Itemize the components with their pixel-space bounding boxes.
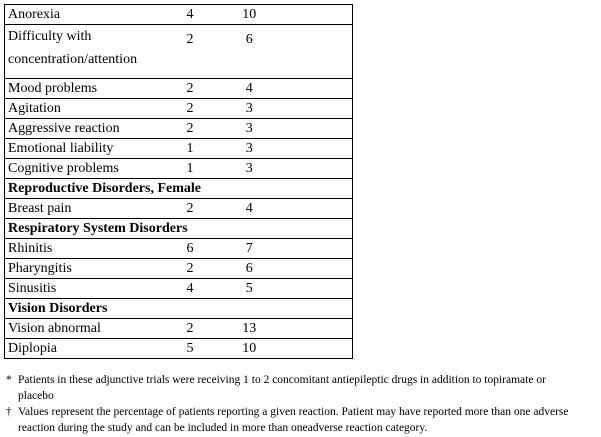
value-cell: 1 xyxy=(159,138,221,159)
table-row: Vision abnormal 2 13 xyxy=(4,318,353,339)
table-row: Breast pain 2 4 xyxy=(4,198,353,219)
reaction-name-cell: Mood problems xyxy=(4,78,160,99)
value-cell: 3 xyxy=(220,98,279,119)
value-cell: 2 xyxy=(159,98,221,119)
reaction-name-line: Difficulty with xyxy=(8,29,92,44)
value-cell: 1 xyxy=(159,158,221,179)
adverse-reactions-table: Anorexia 4 10 Difficulty with concentrat… xyxy=(4,4,353,359)
value-cell: 2 xyxy=(159,198,221,219)
section-header-cell: Reproductive Disorders, Female xyxy=(4,178,353,199)
reaction-name-cell: Emotional liability xyxy=(4,138,160,159)
value-cell: 3 xyxy=(220,138,279,159)
reaction-name-cell: Agitation xyxy=(4,98,160,119)
asterisk-footnote-marker: * xyxy=(6,374,12,386)
dagger-footnote-marker: † xyxy=(6,406,12,418)
reaction-name-cell: Anorexia xyxy=(4,4,160,25)
value-cell: 7 xyxy=(220,238,279,259)
empty-cell xyxy=(278,158,353,179)
table-row: Anorexia 4 10 xyxy=(4,4,353,25)
section-header-cell: Respiratory System Disorders xyxy=(4,218,353,239)
footnote-text: Values represent the percentage of patie… xyxy=(18,404,601,436)
value-cell: 6 xyxy=(159,238,221,259)
footnote-line: Patients in these adjunctive trials were… xyxy=(18,374,546,386)
value-cell: 3 xyxy=(220,158,279,179)
table-row: Cognitive problems 1 3 xyxy=(4,158,353,179)
footnotes: * Patients in these adjunctive trials we… xyxy=(6,372,601,436)
value-cell: 5 xyxy=(159,338,221,359)
footnote-line: placebo xyxy=(18,390,54,402)
reaction-name-cell: Difficulty with concentration/attention xyxy=(4,24,160,79)
reaction-name-cell: Pharyngitis xyxy=(4,258,160,279)
empty-cell xyxy=(278,338,353,359)
value-cell: 2 xyxy=(159,118,221,139)
footnote-dagger: † Values represent the percentage of pat… xyxy=(6,404,601,436)
table-row: Agitation 2 3 xyxy=(4,98,353,119)
empty-cell xyxy=(278,4,353,25)
table-row: Sinusitis 4 5 xyxy=(4,278,353,299)
value-cell: 10 xyxy=(220,338,279,359)
value-cell: 2 xyxy=(159,78,221,99)
reaction-name-cell: Cognitive problems xyxy=(4,158,160,179)
reaction-name-line: concentration/attention xyxy=(8,52,138,67)
table-row: Aggressive reaction 2 3 xyxy=(4,118,353,139)
value-cell: 6 xyxy=(220,258,279,279)
table-row: Difficulty with concentration/attention … xyxy=(4,24,353,79)
value-cell: 13 xyxy=(220,318,279,339)
table-row: Rhinitis 6 7 xyxy=(4,238,353,259)
section-header-row: Respiratory System Disorders xyxy=(4,218,353,239)
value-cell: 10 xyxy=(220,4,279,25)
reaction-name-cell: Breast pain xyxy=(4,198,160,219)
footnote-asterisk: * Patients in these adjunctive trials we… xyxy=(6,372,601,404)
reaction-name-cell: Vision abnormal xyxy=(4,318,160,339)
empty-cell xyxy=(278,238,353,259)
reaction-name-cell: Aggressive reaction xyxy=(4,118,160,139)
value-cell: 4 xyxy=(220,78,279,99)
empty-cell xyxy=(278,318,353,339)
empty-cell xyxy=(278,78,353,99)
footnote-line: reaction during the study and can be inc… xyxy=(18,422,428,434)
value-cell: 6 xyxy=(220,24,279,79)
empty-cell xyxy=(278,258,353,279)
empty-cell xyxy=(278,118,353,139)
table-row: Emotional liability 1 3 xyxy=(4,138,353,159)
value-cell: 2 xyxy=(159,24,221,79)
empty-cell xyxy=(278,278,353,299)
footnote-line: Values represent the percentage of patie… xyxy=(18,406,569,418)
section-header-row: Vision Disorders xyxy=(4,298,353,319)
table-row: Pharyngitis 2 6 xyxy=(4,258,353,279)
footnote-text: Patients in these adjunctive trials were… xyxy=(18,372,601,404)
value-cell: 4 xyxy=(159,278,221,299)
table-row: Mood problems 2 4 xyxy=(4,78,353,99)
value-cell: 2 xyxy=(159,258,221,279)
empty-cell xyxy=(278,198,353,219)
section-header-cell: Vision Disorders xyxy=(4,298,353,319)
value-cell: 2 xyxy=(159,318,221,339)
value-cell: 4 xyxy=(220,198,279,219)
value-cell: 3 xyxy=(220,118,279,139)
reaction-name-cell: Diplopia xyxy=(4,338,160,359)
empty-cell xyxy=(278,138,353,159)
section-header-row: Reproductive Disorders, Female xyxy=(4,178,353,199)
value-cell: 5 xyxy=(220,278,279,299)
empty-cell xyxy=(278,98,353,119)
reaction-name-cell: Rhinitis xyxy=(4,238,160,259)
empty-cell xyxy=(278,24,353,79)
reaction-name-cell: Sinusitis xyxy=(4,278,160,299)
value-cell: 4 xyxy=(159,4,221,25)
table-row: Diplopia 5 10 xyxy=(4,338,353,359)
